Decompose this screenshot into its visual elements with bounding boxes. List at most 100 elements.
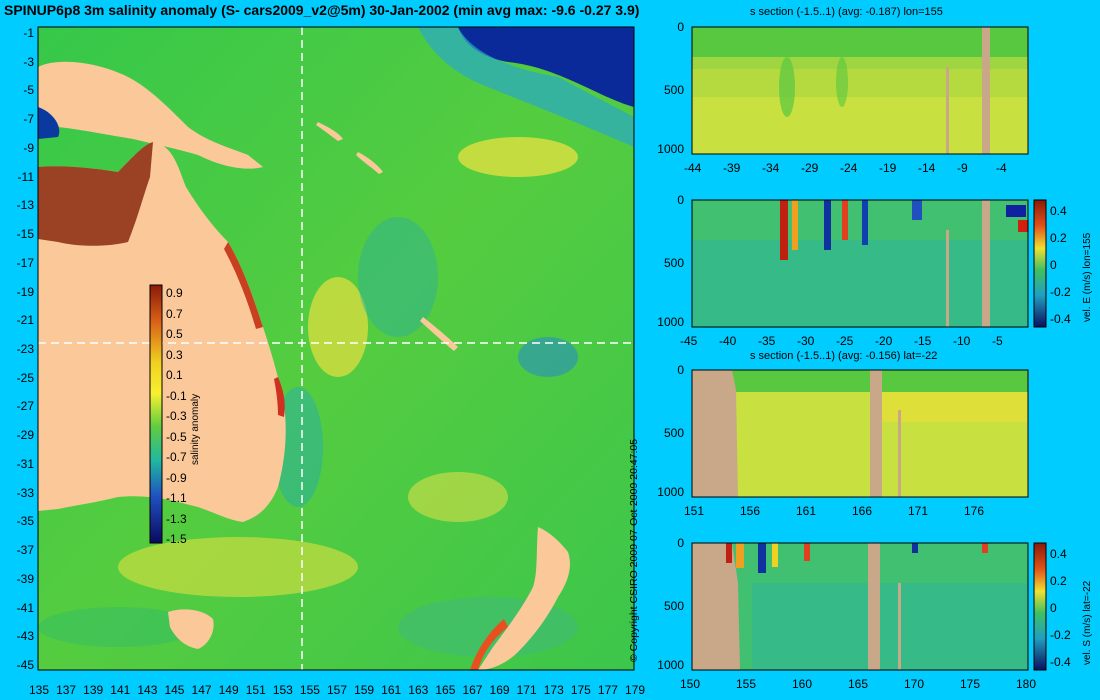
panel-x-tick-label: -15 [914, 334, 932, 348]
vel-s-colorbar [1033, 542, 1047, 671]
vel-colorbar-tick-label: 0.2 [1050, 574, 1067, 588]
colorbar-tick-label: -0.7 [166, 450, 187, 464]
lon-tick-label: 159 [354, 683, 375, 697]
lat-tick-label: -27 [16, 399, 34, 414]
lon-tick-label: 155 [299, 683, 320, 697]
lon-tick-label: 175 [570, 683, 591, 697]
colorbar-tick-label: -1.3 [166, 511, 187, 526]
copyright-text: © Copyright CSIRO 2009 07-Oct-2009 20:47… [628, 438, 640, 662]
lat-tick-label: -39 [16, 571, 34, 586]
lat-tick-label: -45 [16, 658, 34, 672]
vel-colorbar-tick-label: -0.4 [1050, 655, 1071, 669]
panel-y-tick-label: 0 [677, 536, 684, 550]
lat-tick-label: -11 [17, 169, 34, 184]
lon-tick-label: 173 [543, 683, 564, 697]
colorbar-tick-label: 0.5 [166, 327, 183, 341]
vel-colorbar-tick-label: -0.4 [1050, 312, 1071, 326]
lon-tick-label: 145 [164, 683, 185, 697]
colorbar-tick-label: 0.1 [166, 368, 183, 382]
lon-tick-label: 141 [110, 683, 131, 697]
section-panel-4 [691, 542, 1029, 671]
lon-tick-label: 161 [381, 683, 402, 697]
panel-x-tick-label: -30 [797, 334, 815, 348]
panel-x-tick-label: -24 [840, 161, 858, 175]
lon-tick-label: 169 [489, 683, 510, 697]
salinity-colorbar [149, 284, 163, 544]
panel-x-tick-label: -10 [953, 334, 971, 348]
colorbar-tick-label: 0.3 [166, 347, 183, 362]
panel-x-tick-label: -34 [762, 161, 780, 175]
lon-tick-label: 147 [191, 683, 212, 697]
colorbar-tick-label: -0.3 [166, 409, 187, 423]
lat-tick-label: -1 [23, 26, 34, 40]
lon-tick-label: 135 [29, 683, 50, 697]
panel-3-title: s section (-1.5..1) (avg: -0.156) lat=-2… [750, 350, 938, 362]
lon-tick-label: 167 [462, 683, 483, 697]
lat-tick-label: -21 [16, 313, 34, 328]
vel-colorbar-tick-label: 0 [1050, 258, 1057, 272]
panel-y-tick-label: 500 [663, 83, 684, 97]
lon-tick-label: 143 [137, 683, 158, 697]
panel-y-tick-label: 1000 [657, 315, 684, 329]
lat-tick-label: -9 [23, 140, 34, 155]
panel-x-tick-label: -45 [680, 334, 698, 348]
lon-tick-label: 177 [597, 683, 618, 697]
panel-x-tick-label: 155 [736, 677, 757, 691]
lat-tick-label: -29 [16, 428, 34, 443]
vel-colorbar-tick-label: 0.4 [1050, 547, 1067, 561]
panel-x-tick-label: -19 [879, 161, 897, 175]
panel-y-tick-label: 500 [663, 426, 684, 440]
panel-y-tick-label: 1000 [657, 485, 684, 499]
panel-x-tick-label: -25 [836, 334, 854, 348]
lon-tick-label: 179 [625, 683, 646, 697]
colorbar-tick-label: -0.9 [166, 470, 187, 485]
vel-colorbar-tick-label: 0.2 [1050, 231, 1067, 245]
panel-y-tick-label: 500 [663, 256, 684, 270]
land-new-zealand [478, 527, 570, 670]
panel-x-tick-label: -29 [801, 161, 819, 175]
panel-x-tick-label: 170 [904, 677, 925, 691]
panel-x-tick-label: -5 [992, 334, 1003, 348]
panel-x-tick-label: 150 [680, 677, 701, 691]
panel-x-tick-label: 176 [964, 504, 985, 518]
lat-tick-label: -15 [16, 227, 34, 242]
lat-tick-label: -17 [16, 255, 34, 270]
lat-tick-label: -5 [23, 83, 34, 98]
panel-x-tick-label: -39 [723, 161, 741, 175]
section-panel-1 [691, 26, 1029, 155]
panel-x-tick-label: -4 [996, 161, 1007, 175]
panel-y-tick-label: 0 [677, 363, 684, 377]
panel-x-tick-label: -20 [875, 334, 893, 348]
lon-tick-label: 165 [435, 683, 456, 697]
lat-tick-label: -25 [16, 370, 34, 385]
panel-x-tick-label: 166 [852, 504, 873, 518]
vel-colorbar-tick-label: -0.2 [1050, 285, 1071, 299]
lat-tick-label: -19 [16, 284, 34, 299]
vel-colorbar-tick-label: 0.4 [1050, 204, 1067, 218]
lat-tick-label: -37 [16, 543, 34, 558]
panel-y-tick-label: 1000 [657, 142, 684, 156]
vel-e-colorbar-label: vel. E (m/s) lon=155 [1082, 232, 1093, 322]
panel-x-tick-label: -35 [758, 334, 776, 348]
main-map [37, 26, 635, 671]
lat-tick-label: -41 [16, 600, 34, 615]
low-salinity-area [458, 27, 634, 107]
panel-x-tick-label: -9 [957, 161, 968, 175]
colorbar-tick-label: -0.1 [166, 388, 187, 403]
panel-x-tick-label: 156 [740, 504, 761, 518]
colorbar-tick-label: 0.7 [166, 306, 183, 321]
lon-tick-label: 151 [245, 683, 266, 697]
panel-y-tick-label: 1000 [657, 658, 684, 672]
panel-y-tick-label: 500 [663, 599, 684, 613]
lon-tick-label: 163 [408, 683, 429, 697]
lat-tick-label: -43 [16, 629, 34, 644]
colorbar-tick-label: -1.5 [166, 532, 187, 546]
panel-x-tick-label: -14 [918, 161, 936, 175]
lat-tick-label: -13 [16, 198, 34, 213]
salinity-colorbar-label: salinity anomaly [190, 393, 201, 465]
section-panel-2 [691, 199, 1029, 328]
lat-tick-label: -31 [16, 456, 34, 471]
lon-tick-label: 153 [272, 683, 293, 697]
panel-x-tick-label: 161 [796, 504, 817, 518]
lon-tick-label: 139 [83, 683, 104, 697]
